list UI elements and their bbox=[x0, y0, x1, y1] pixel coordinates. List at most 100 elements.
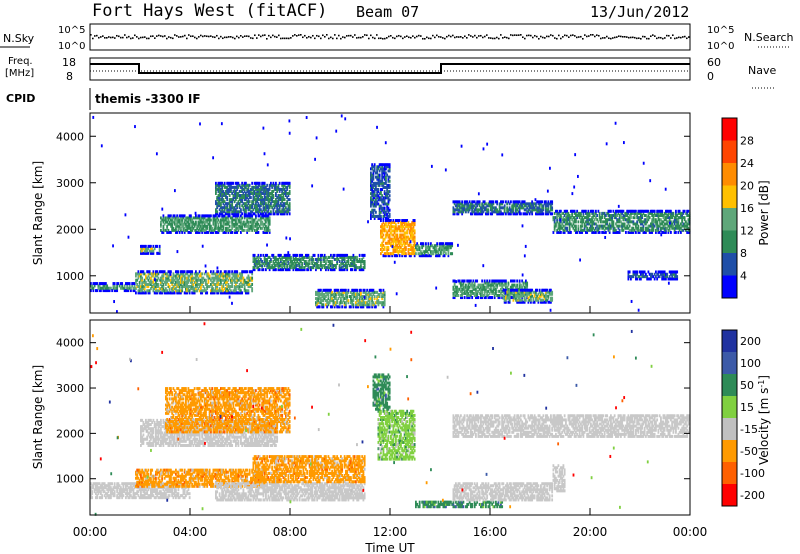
data-cell bbox=[215, 285, 217, 289]
data-cell bbox=[358, 303, 361, 307]
data-cell bbox=[395, 225, 397, 229]
data-cell bbox=[298, 260, 301, 263]
data-cell bbox=[316, 299, 319, 303]
data-cell bbox=[177, 224, 180, 228]
data-cell bbox=[308, 266, 311, 270]
data-cell bbox=[256, 194, 259, 198]
noise-point bbox=[648, 37, 650, 40]
noise-point bbox=[516, 34, 518, 37]
data-cell bbox=[236, 280, 239, 284]
noise-point bbox=[662, 37, 664, 40]
data-cell bbox=[190, 272, 192, 276]
data-cell bbox=[217, 276, 220, 280]
data-cell bbox=[596, 214, 599, 218]
data-cell bbox=[346, 253, 349, 257]
data-cell bbox=[350, 295, 352, 299]
data-cell bbox=[218, 220, 221, 224]
data-cell bbox=[270, 204, 272, 208]
data-cell bbox=[358, 257, 361, 261]
data-cell bbox=[330, 290, 332, 294]
data-cell bbox=[178, 226, 181, 230]
data-cell bbox=[333, 305, 336, 309]
data-cell bbox=[93, 284, 96, 288]
data-cell bbox=[222, 194, 225, 198]
noise-point bbox=[548, 35, 550, 38]
data-cell bbox=[240, 230, 242, 234]
data-cell bbox=[277, 198, 280, 202]
data-cell bbox=[200, 274, 202, 278]
data-cell bbox=[182, 216, 185, 220]
data-cell bbox=[255, 183, 257, 187]
data-cell bbox=[203, 220, 206, 224]
data-cell bbox=[346, 299, 349, 303]
data-cell bbox=[153, 276, 156, 280]
data-cell bbox=[393, 247, 396, 251]
data-cell bbox=[236, 214, 239, 218]
data-cell bbox=[162, 214, 165, 218]
data-cell bbox=[370, 214, 372, 218]
data-cell bbox=[266, 194, 269, 198]
data-cell bbox=[261, 264, 264, 268]
data-cell bbox=[340, 253, 342, 257]
data-cell bbox=[143, 285, 146, 289]
data-cell bbox=[341, 260, 344, 263]
data-cell bbox=[267, 200, 270, 204]
data-cell bbox=[212, 220, 215, 224]
noise-point bbox=[304, 34, 306, 37]
data-cell bbox=[167, 276, 170, 280]
noise-point bbox=[136, 36, 138, 38]
data-cell bbox=[387, 229, 390, 233]
data-cell bbox=[406, 223, 409, 227]
noise-point bbox=[428, 37, 430, 40]
data-cell bbox=[206, 214, 209, 218]
data-cell bbox=[235, 274, 237, 278]
data-cell bbox=[220, 206, 222, 210]
data-cell bbox=[360, 262, 362, 266]
data-cell bbox=[255, 260, 257, 263]
data-cell bbox=[177, 274, 180, 278]
data-cell bbox=[260, 208, 262, 212]
data-cell bbox=[246, 214, 249, 218]
data-cell bbox=[172, 228, 175, 232]
data-cell bbox=[206, 218, 209, 222]
data-cell bbox=[178, 287, 181, 291]
data-cell bbox=[380, 229, 382, 233]
data-cell bbox=[380, 252, 382, 256]
data-cell bbox=[215, 202, 217, 206]
noise-point bbox=[488, 37, 490, 39]
noise-point bbox=[644, 35, 646, 38]
data-cell bbox=[217, 185, 220, 189]
data-cell bbox=[208, 276, 211, 280]
data-cell bbox=[183, 218, 186, 222]
data-cell bbox=[406, 241, 409, 245]
data-cell bbox=[162, 220, 165, 224]
data-cell bbox=[247, 187, 250, 191]
data-cell bbox=[201, 220, 204, 224]
data-cell bbox=[268, 222, 271, 226]
data-cell bbox=[203, 289, 206, 293]
data-cell bbox=[388, 237, 391, 241]
data-cell bbox=[251, 200, 254, 204]
data-cell bbox=[358, 268, 361, 272]
data-cell bbox=[403, 245, 406, 249]
data-cell bbox=[286, 181, 289, 185]
data-cell bbox=[260, 257, 262, 261]
data-cell bbox=[188, 285, 191, 289]
data-cell bbox=[141, 291, 144, 295]
data-cell bbox=[245, 198, 247, 202]
data-cell bbox=[261, 260, 264, 263]
data-cell bbox=[266, 210, 269, 214]
data-cell bbox=[141, 289, 144, 293]
data-cell bbox=[131, 282, 134, 286]
data-cell bbox=[292, 253, 295, 257]
data-cell bbox=[190, 276, 192, 280]
data-cell bbox=[328, 260, 331, 263]
noise-point bbox=[306, 36, 308, 39]
data-cell bbox=[181, 278, 184, 282]
data-cell bbox=[148, 291, 151, 295]
data-cell bbox=[297, 257, 300, 261]
data-cell bbox=[185, 216, 187, 220]
data-cell bbox=[263, 262, 266, 266]
data-cell bbox=[330, 268, 332, 272]
data-cell bbox=[223, 287, 226, 291]
